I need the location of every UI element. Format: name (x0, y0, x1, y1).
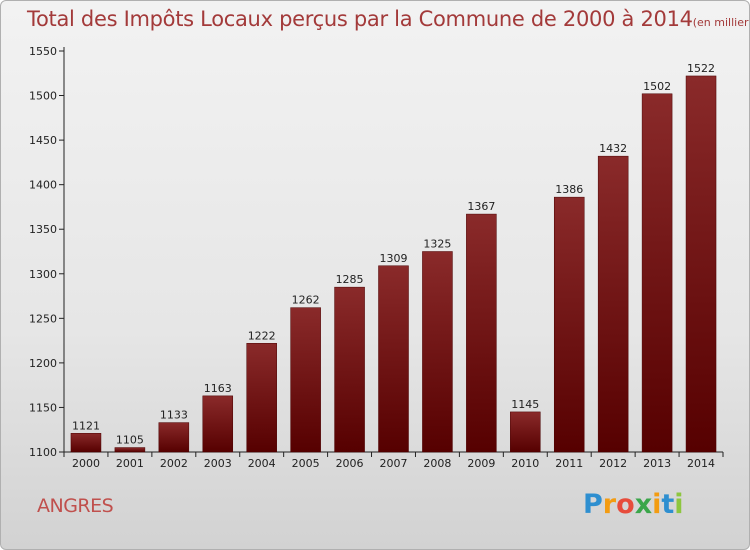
logo-letter: P (583, 489, 603, 520)
data-label-2011: 1386 (555, 183, 583, 196)
bar-2004 (246, 343, 277, 453)
data-label-2003: 1163 (204, 382, 232, 395)
bar-2002 (158, 422, 190, 453)
data-label-2000: 1121 (72, 419, 100, 432)
data-label-2010: 1145 (511, 398, 539, 411)
proxiti-logo: Proxiti (583, 489, 684, 520)
x-tick-label: 2006 (336, 457, 364, 470)
x-tick-label: 2000 (72, 457, 100, 470)
x-tick-label: 2007 (380, 457, 408, 470)
data-label-2002: 1133 (160, 409, 188, 422)
x-tick-label: 2012 (599, 457, 627, 470)
bar-2009 (466, 213, 497, 453)
bar-2012 (597, 155, 629, 453)
data-label-2014: 1522 (687, 62, 715, 75)
x-tick-label: 2004 (248, 457, 276, 470)
data-label-2001: 1105 (116, 434, 144, 447)
logo-letter: r (602, 489, 617, 520)
y-tick-label: 1100 (29, 446, 57, 459)
logo-letter: t (661, 489, 675, 520)
bar-2014 (685, 75, 717, 453)
bars (70, 75, 717, 453)
x-tick-label: 2011 (555, 457, 583, 470)
data-label-2006: 1285 (336, 273, 364, 286)
data-label-2012: 1432 (599, 142, 627, 155)
logo-letter: i (652, 489, 662, 520)
logo-letter: x (634, 489, 653, 520)
y-tick-label: 1400 (29, 179, 57, 192)
data-label-2004: 1222 (248, 329, 276, 342)
logo-letter: o (616, 489, 635, 520)
bar-2000 (70, 433, 102, 453)
data-label-2013: 1502 (643, 80, 671, 93)
y-tick-label: 1200 (29, 357, 57, 370)
commune-name: ANGRES (37, 495, 114, 517)
chart-title: Total des Impôts Locaux perçus par la Co… (27, 7, 749, 31)
data-labels: 1121 1105 1133 1163 1222 1262 1285 1309 1325 1367… (72, 62, 715, 447)
data-label-2009: 1367 (467, 200, 495, 213)
data-label-2008: 1325 (423, 238, 451, 251)
axes: 1100 1150 1200 1250 1300 1350 1400 1450 1500 1550… (29, 45, 724, 470)
bar-2010 (510, 411, 541, 453)
logo-letter: i (674, 489, 684, 520)
y-tick-label: 1150 (29, 401, 57, 414)
y-tick-label: 1350 (29, 223, 57, 236)
data-label-2007: 1309 (380, 252, 408, 265)
bar-2006 (334, 286, 365, 453)
bar-2005 (290, 307, 321, 453)
x-tick-label: 2003 (204, 457, 232, 470)
bar-2008 (422, 251, 453, 453)
y-tick-label: 1300 (29, 268, 57, 281)
x-tick-label: 2001 (116, 457, 144, 470)
data-label-2005: 1262 (292, 294, 320, 307)
bar-2013 (641, 93, 673, 453)
x-tick-label: 2014 (687, 457, 715, 470)
x-tick-label: 2009 (467, 457, 495, 470)
y-tick-label: 1450 (29, 134, 57, 147)
chart-subtitle: (en milliers d'€) (692, 16, 749, 29)
x-tick-label: 2010 (511, 457, 539, 470)
x-tick-label: 2008 (423, 457, 451, 470)
y-tick-label: 1500 (29, 90, 57, 103)
x-tick-label: 2013 (643, 457, 671, 470)
x-tick-label: 2005 (292, 457, 320, 470)
bar-2003 (202, 395, 234, 453)
y-tick-label: 1550 (29, 45, 57, 58)
x-tick-label: 2002 (160, 457, 188, 470)
y-tick-label: 1250 (29, 312, 57, 325)
bar-2001 (114, 447, 146, 453)
bar-2011 (553, 196, 585, 453)
bar-2007 (378, 265, 409, 453)
